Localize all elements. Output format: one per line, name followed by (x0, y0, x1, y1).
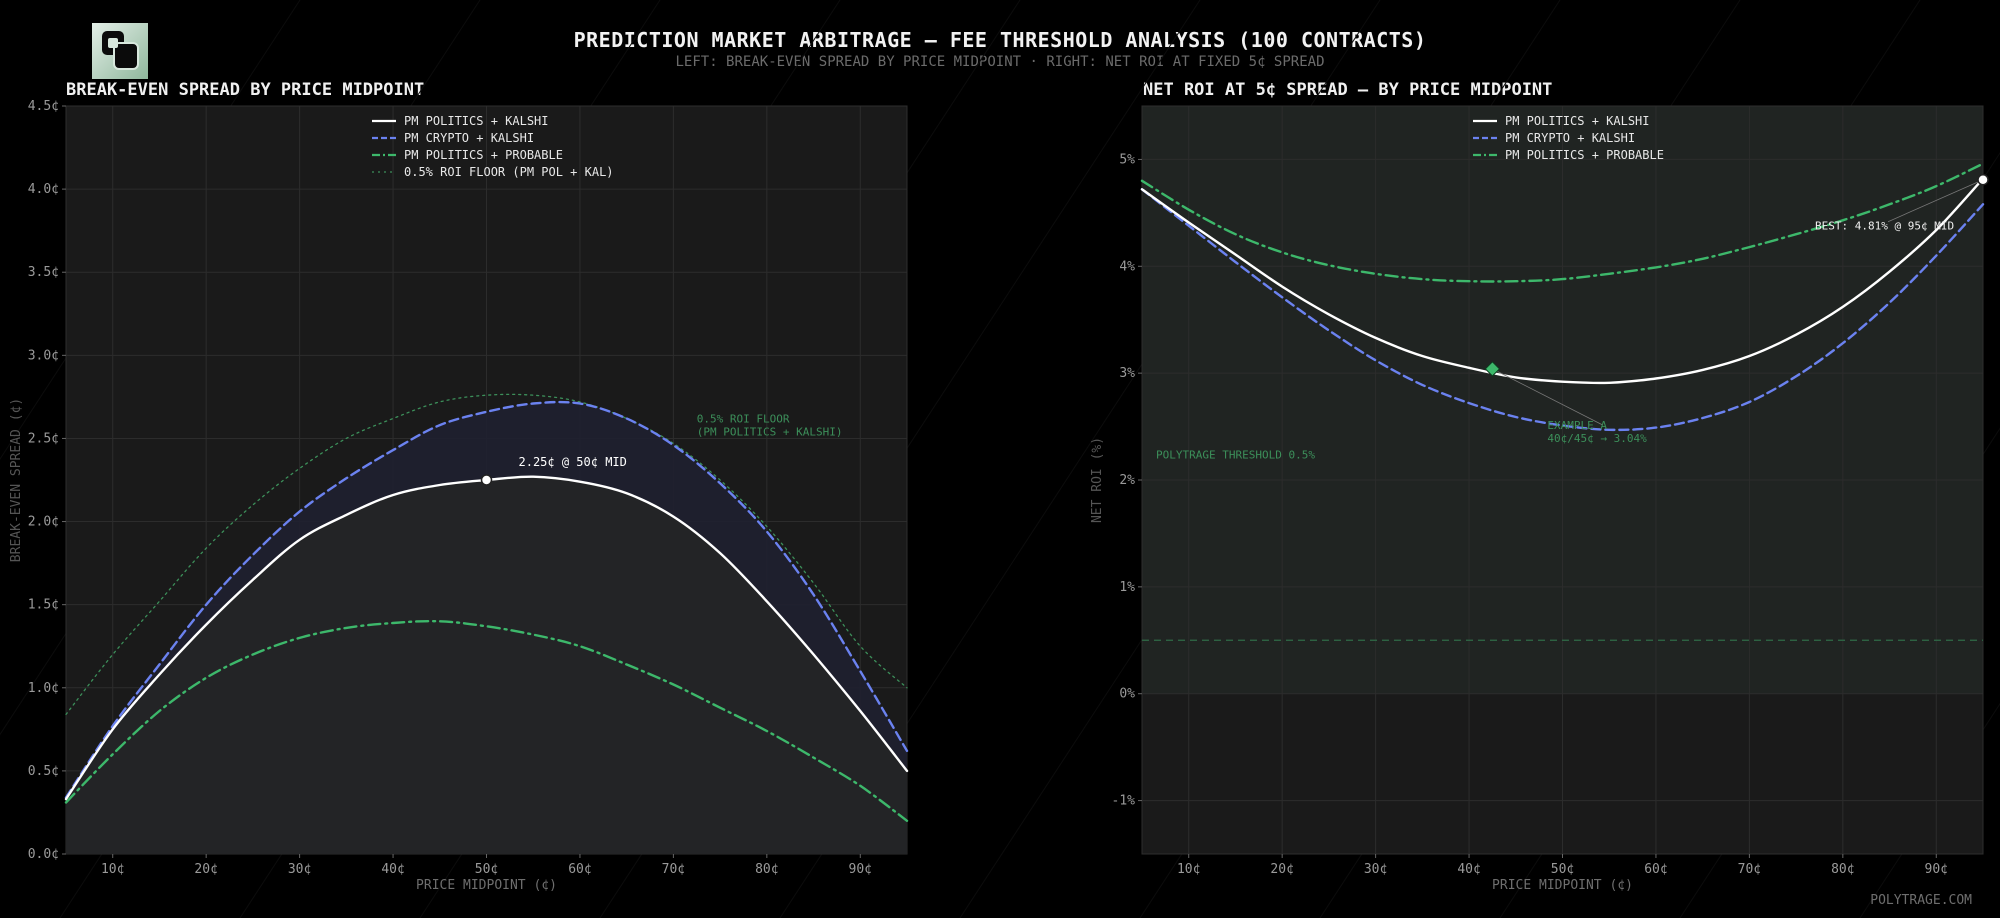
area-fill-politics (66, 476, 907, 854)
right-chart: 10¢ 20¢ 30¢ 40¢ 50¢ 60¢ 70¢ 80¢ 90¢ -1% 0% 1% 2% 3% 4%… (1090, 105, 1989, 893)
x-tick-label: 40¢ (381, 862, 404, 877)
series-line-pm-politics-probable (64, 619, 909, 822)
annotation-midpoint: 2.25¢ @ 50¢ MID (519, 455, 627, 469)
brand-logo (92, 23, 148, 79)
y-tick-label: 3.0¢ (28, 348, 59, 363)
x-tick-label: 80¢ (755, 862, 778, 877)
threshold-label: POLYTRAGE THRESHOLD 0.5% (1156, 449, 1315, 462)
y-tick-label: 1.0¢ (28, 681, 59, 696)
left-chart-title: BREAK-EVEN SPREAD BY PRICE MIDPOINT (66, 80, 425, 100)
x-tick-label: 20¢ (194, 862, 217, 877)
annotation-example-leader (1492, 368, 1603, 426)
annotation-floor: 0.5% ROI FLOOR (697, 412, 790, 425)
annotation-best: BEST: 4.81% @ 95¢ MID (1815, 220, 1954, 233)
legend-label: PM POLITICS + PROBABLE (404, 148, 563, 162)
marker-best (1977, 173, 1989, 186)
x-tick-label: 60¢ (1644, 862, 1667, 877)
series-line-0-5-roi-floor-pm-pol-kal- (65, 393, 908, 716)
x-tick-label: 30¢ (1364, 862, 1387, 877)
y-tick-label: 0.5¢ (28, 764, 59, 779)
y-axis-label: NET ROI (%) (1090, 437, 1105, 523)
y-tick-label: 4% (1119, 259, 1135, 274)
x-tick-label: 80¢ (1831, 862, 1854, 877)
y-tick-label: 3.5¢ (28, 265, 59, 280)
annotation-example: EXAMPLE A (1547, 419, 1607, 432)
y-tick-label: 2.5¢ (28, 431, 59, 446)
y-axis-label: BREAK-EVEN SPREAD (¢) (9, 398, 24, 562)
legend-label: 0.5% ROI FLOOR (PM POL + KAL) (404, 165, 614, 179)
y-tick-label: 4.5¢ (28, 99, 59, 114)
x-tick-label: 70¢ (1738, 862, 1761, 877)
x-axis-label: PRICE MIDPOINT (¢) (1492, 878, 1633, 893)
x-tick-label: 50¢ (1551, 862, 1574, 877)
legend-label: PM CRYPTO + KALSHI (1505, 131, 1635, 145)
page-title: PREDICTION MARKET ARBITRAGE — FEE THRESH… (573, 28, 1427, 52)
x-tick-label: 90¢ (1925, 862, 1948, 877)
y-tick-label: 2.0¢ (28, 515, 59, 530)
annotation-example-sub: 40¢/45¢ → 3.04% (1547, 432, 1647, 445)
x-tick-label: 10¢ (1177, 862, 1200, 877)
y-tick-label: -1% (1112, 794, 1136, 809)
x-tick-label: 40¢ (1457, 862, 1480, 877)
left-chart: 10¢ 20¢ 30¢ 40¢ 50¢ 60¢ 70¢ 80¢ 90¢ 0.0¢ 0.5¢ 1.0¢ 1… (9, 99, 909, 893)
x-tick-label: 10¢ (101, 862, 124, 877)
marker-midpoint (480, 474, 493, 486)
annotation-best-leader (1887, 179, 1984, 223)
series-line-pm-crypto-kalshi (64, 400, 909, 799)
x-tick-label: 90¢ (849, 862, 872, 877)
annotation-floor-sub: (PM POLITICS + KALSHI) (697, 425, 843, 438)
x-axis-label: PRICE MIDPOINT (¢) (416, 878, 557, 893)
y-tick-label: 1% (1119, 580, 1135, 595)
y-tick-label: 0% (1119, 687, 1135, 702)
y-tick-label: 3% (1119, 366, 1135, 381)
y-tick-label: 0.0¢ (28, 847, 59, 862)
x-tick-label: 20¢ (1270, 862, 1293, 877)
legend-label: PM POLITICS + KALSHI (404, 114, 549, 128)
series-line-pm-crypto-kalshi (1140, 188, 1985, 432)
footer-brand: POLYTRAGE.COM (1870, 893, 1972, 908)
y-tick-label: 2% (1119, 473, 1135, 488)
y-tick-label: 1.5¢ (28, 598, 59, 613)
legend-label: PM POLITICS + PROBABLE (1505, 148, 1664, 162)
y-tick-label: 5% (1119, 152, 1135, 167)
legend-label: PM POLITICS + KALSHI (1505, 114, 1650, 128)
y-tick-label: 4.0¢ (28, 182, 59, 197)
series-line-pm-politics-kalshi (1140, 177, 1985, 385)
right-chart-title: NET ROI AT 5¢ SPREAD — BY PRICE MIDPOINT (1143, 80, 1553, 100)
x-tick-label: 50¢ (475, 862, 498, 877)
legend-label: PM CRYPTO + KALSHI (404, 131, 534, 145)
x-tick-label: 70¢ (662, 862, 685, 877)
x-tick-label: 30¢ (288, 862, 311, 877)
marker-example (1484, 361, 1501, 377)
x-tick-label: 60¢ (568, 862, 591, 877)
